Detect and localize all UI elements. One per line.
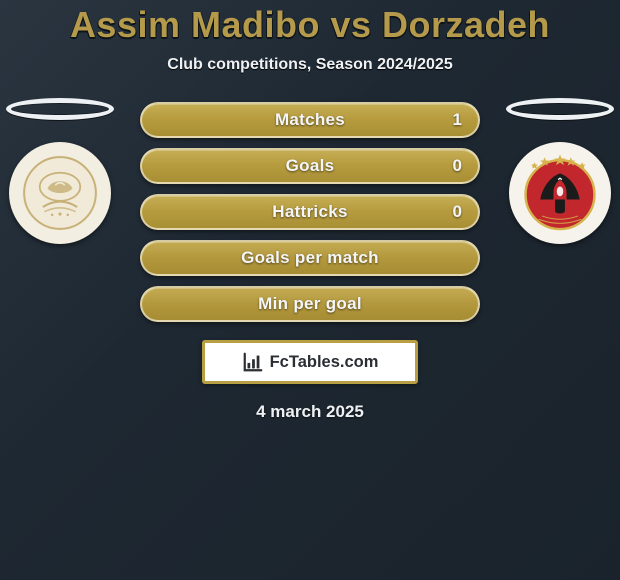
stat-label: Min per goal [258,294,362,314]
club-crest-left-icon [21,154,99,232]
comparison-card: Assim Madibo vs Dorzadeh Club competitio… [0,0,620,580]
stat-value-right: 0 [453,156,462,176]
bar-chart-icon [242,351,264,373]
stat-label: Goals [286,156,335,176]
stat-label: Matches [275,110,345,130]
stat-label: Goals per match [241,248,379,268]
brand-text: FcTables.com [270,353,379,372]
stats-list: Matches 1 Goals 0 Hattricks 0 Goals per … [140,102,480,322]
right-player-column [500,98,620,244]
club-badge-left [9,142,111,244]
stat-label: Hattricks [272,202,347,222]
brand-name: FcTables [270,353,340,371]
main-layout: Matches 1 Goals 0 Hattricks 0 Goals per … [0,102,620,422]
brand-badge[interactable]: FcTables.com [202,340,418,384]
left-score-ellipse [6,98,114,120]
club-crest-right-icon [519,152,601,234]
stat-value-right: 1 [453,110,462,130]
stat-bar-matches: Matches 1 [140,102,480,138]
stat-value-right: 0 [453,202,462,222]
left-player-column [0,98,120,244]
page-title: Assim Madibo vs Dorzadeh [0,4,620,46]
right-score-ellipse [506,98,614,120]
stat-bar-goals-per-match: Goals per match [140,240,480,276]
stat-bar-goals: Goals 0 [140,148,480,184]
club-badge-right [509,142,611,244]
brand-suffix: .com [340,353,379,371]
stat-bar-hattricks: Hattricks 0 [140,194,480,230]
subtitle: Club competitions, Season 2024/2025 [0,56,620,74]
stat-bar-min-per-goal: Min per goal [140,286,480,322]
date-text: 4 march 2025 [0,402,620,422]
